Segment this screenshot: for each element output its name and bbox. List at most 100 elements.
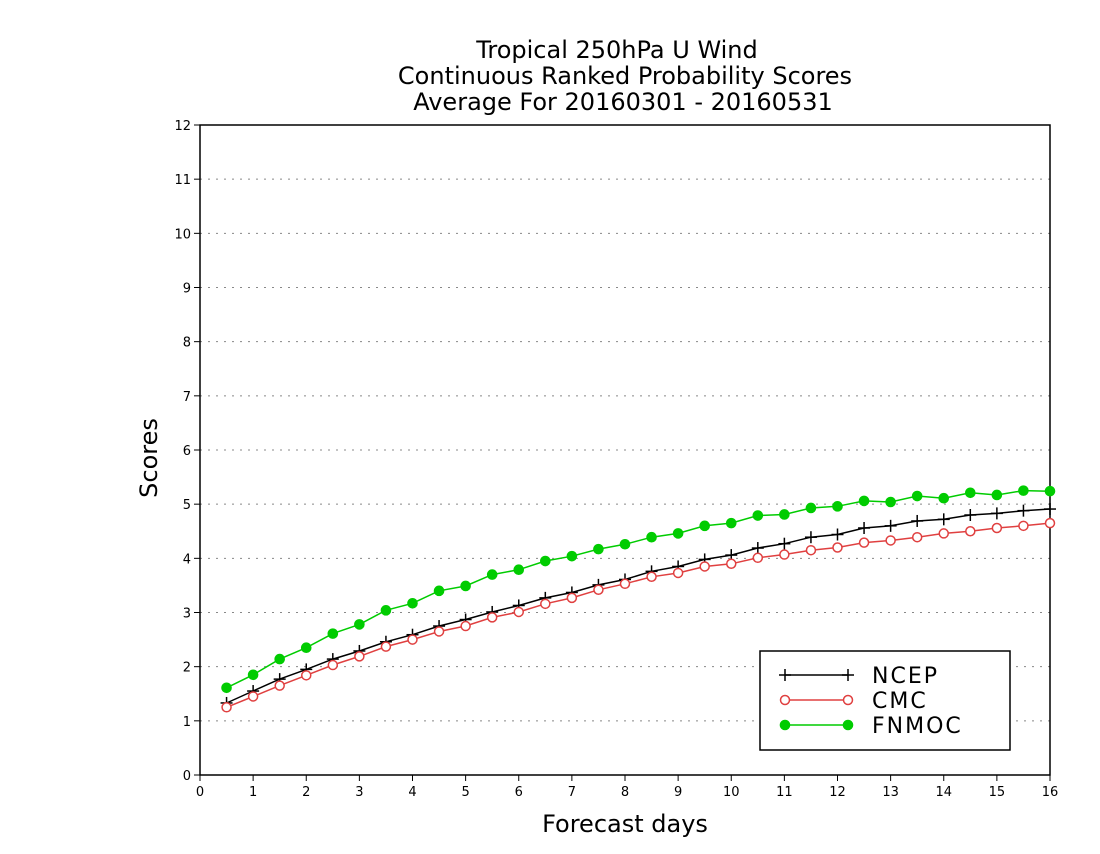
data-point-cmc <box>779 549 790 560</box>
data-point-ncep <box>778 537 791 550</box>
series-fnmoc <box>221 485 1056 694</box>
legend-marker <box>779 719 791 731</box>
y-tick-label: 5 <box>183 498 191 513</box>
data-point-cmc <box>726 558 737 569</box>
y-tick-label: 7 <box>183 390 191 405</box>
data-point-fnmoc <box>699 520 710 532</box>
y-tick-label: 8 <box>183 336 191 351</box>
data-point-ncep <box>884 519 897 532</box>
data-point-cmc <box>752 552 764 564</box>
data-point-cmc <box>380 641 392 652</box>
data-point-cmc <box>619 578 631 590</box>
data-point-cmc <box>247 691 259 702</box>
legend-item-cmc: CMC <box>779 689 928 714</box>
data-point-cmc <box>646 571 657 582</box>
x-axis-label: Forecast days <box>542 810 708 838</box>
data-point-fnmoc <box>593 543 604 555</box>
x-tick-label: 16 <box>1042 785 1059 800</box>
data-point-fnmoc <box>965 487 976 499</box>
y-tick-label: 6 <box>183 444 191 459</box>
data-point-cmc <box>885 535 896 546</box>
x-tick-label: 8 <box>621 785 629 800</box>
data-point-cmc <box>221 702 232 713</box>
data-point-fnmoc <box>911 490 923 502</box>
data-point-fnmoc <box>433 585 445 597</box>
data-point-cmc <box>274 680 285 691</box>
data-point-fnmoc <box>752 510 764 521</box>
x-tick-label: 2 <box>302 785 310 800</box>
data-point-ncep <box>937 513 950 526</box>
data-point-fnmoc <box>779 509 790 520</box>
grid <box>200 178 1050 722</box>
chart-title: Tropical 250hPa U Wind Continuous Ranked… <box>398 36 852 116</box>
data-point-cmc <box>407 634 418 645</box>
legend-marker <box>779 694 791 706</box>
data-point-cmc <box>858 537 870 548</box>
data-point-fnmoc <box>858 495 870 507</box>
data-point-fnmoc <box>300 642 312 654</box>
data-point-fnmoc <box>380 605 392 616</box>
x-tick-label: 7 <box>568 785 576 800</box>
data-point-cmc <box>513 606 524 618</box>
data-point-fnmoc <box>619 538 631 550</box>
data-point-cmc <box>965 526 976 537</box>
y-tick-label: 10 <box>174 227 191 242</box>
data-point-fnmoc <box>885 496 896 508</box>
x-tick-label: 0 <box>196 785 204 800</box>
data-point-fnmoc <box>221 682 232 694</box>
legend-label: CMC <box>872 689 928 714</box>
legend-label: FNMOC <box>872 714 963 739</box>
data-point-cmc <box>540 598 551 610</box>
data-point-fnmoc <box>832 501 843 512</box>
x-tick-label: 6 <box>515 785 523 800</box>
series-layer <box>220 485 1056 713</box>
data-point-ncep <box>990 507 1003 520</box>
series-cmc <box>221 517 1056 713</box>
x-tick-label: 4 <box>408 785 416 800</box>
y-axis-label: Scores <box>135 418 163 498</box>
legend-item-fnmoc: FNMOC <box>779 714 963 739</box>
data-point-fnmoc <box>1044 485 1056 497</box>
x-tick-label: 11 <box>776 785 793 800</box>
title-line-3: Average For 20160301 - 20160531 <box>413 88 833 116</box>
y-tick-label: 4 <box>183 552 191 567</box>
data-point-cmc <box>1018 520 1029 532</box>
y-tick-label: 11 <box>174 173 191 188</box>
data-point-cmc <box>486 612 498 623</box>
data-point-cmc <box>832 542 843 553</box>
x-tick-label: 9 <box>674 785 682 800</box>
y-tick-label: 0 <box>183 769 191 784</box>
data-point-cmc <box>566 592 578 604</box>
data-point-fnmoc <box>646 531 657 543</box>
data-point-fnmoc <box>672 528 684 539</box>
x-tick-label: 3 <box>355 785 363 800</box>
data-point-fnmoc <box>540 555 551 567</box>
data-point-ncep <box>831 528 844 541</box>
data-point-cmc <box>433 626 445 637</box>
data-point-fnmoc <box>274 653 285 665</box>
data-point-cmc <box>1044 517 1056 529</box>
data-point-ncep <box>964 509 977 521</box>
data-point-ncep <box>751 542 764 555</box>
data-point-fnmoc <box>486 569 498 580</box>
data-point-fnmoc <box>566 550 578 562</box>
data-point-fnmoc <box>407 597 418 609</box>
data-point-fnmoc <box>460 580 471 592</box>
data-point-fnmoc <box>513 564 525 576</box>
legend-marker <box>779 669 791 681</box>
x-tick-label: 14 <box>935 785 952 800</box>
data-point-fnmoc <box>725 517 737 529</box>
x-tick-label: 13 <box>882 785 899 800</box>
legend-marker <box>842 694 854 706</box>
data-point-ncep <box>1044 503 1056 516</box>
data-point-fnmoc <box>805 502 817 514</box>
series-ncep <box>220 503 1056 709</box>
x-tick-label: 15 <box>989 785 1006 800</box>
series-line-ncep <box>226 508 1051 704</box>
data-point-cmc <box>593 584 604 595</box>
data-point-cmc <box>327 659 339 671</box>
data-point-fnmoc <box>938 492 950 504</box>
